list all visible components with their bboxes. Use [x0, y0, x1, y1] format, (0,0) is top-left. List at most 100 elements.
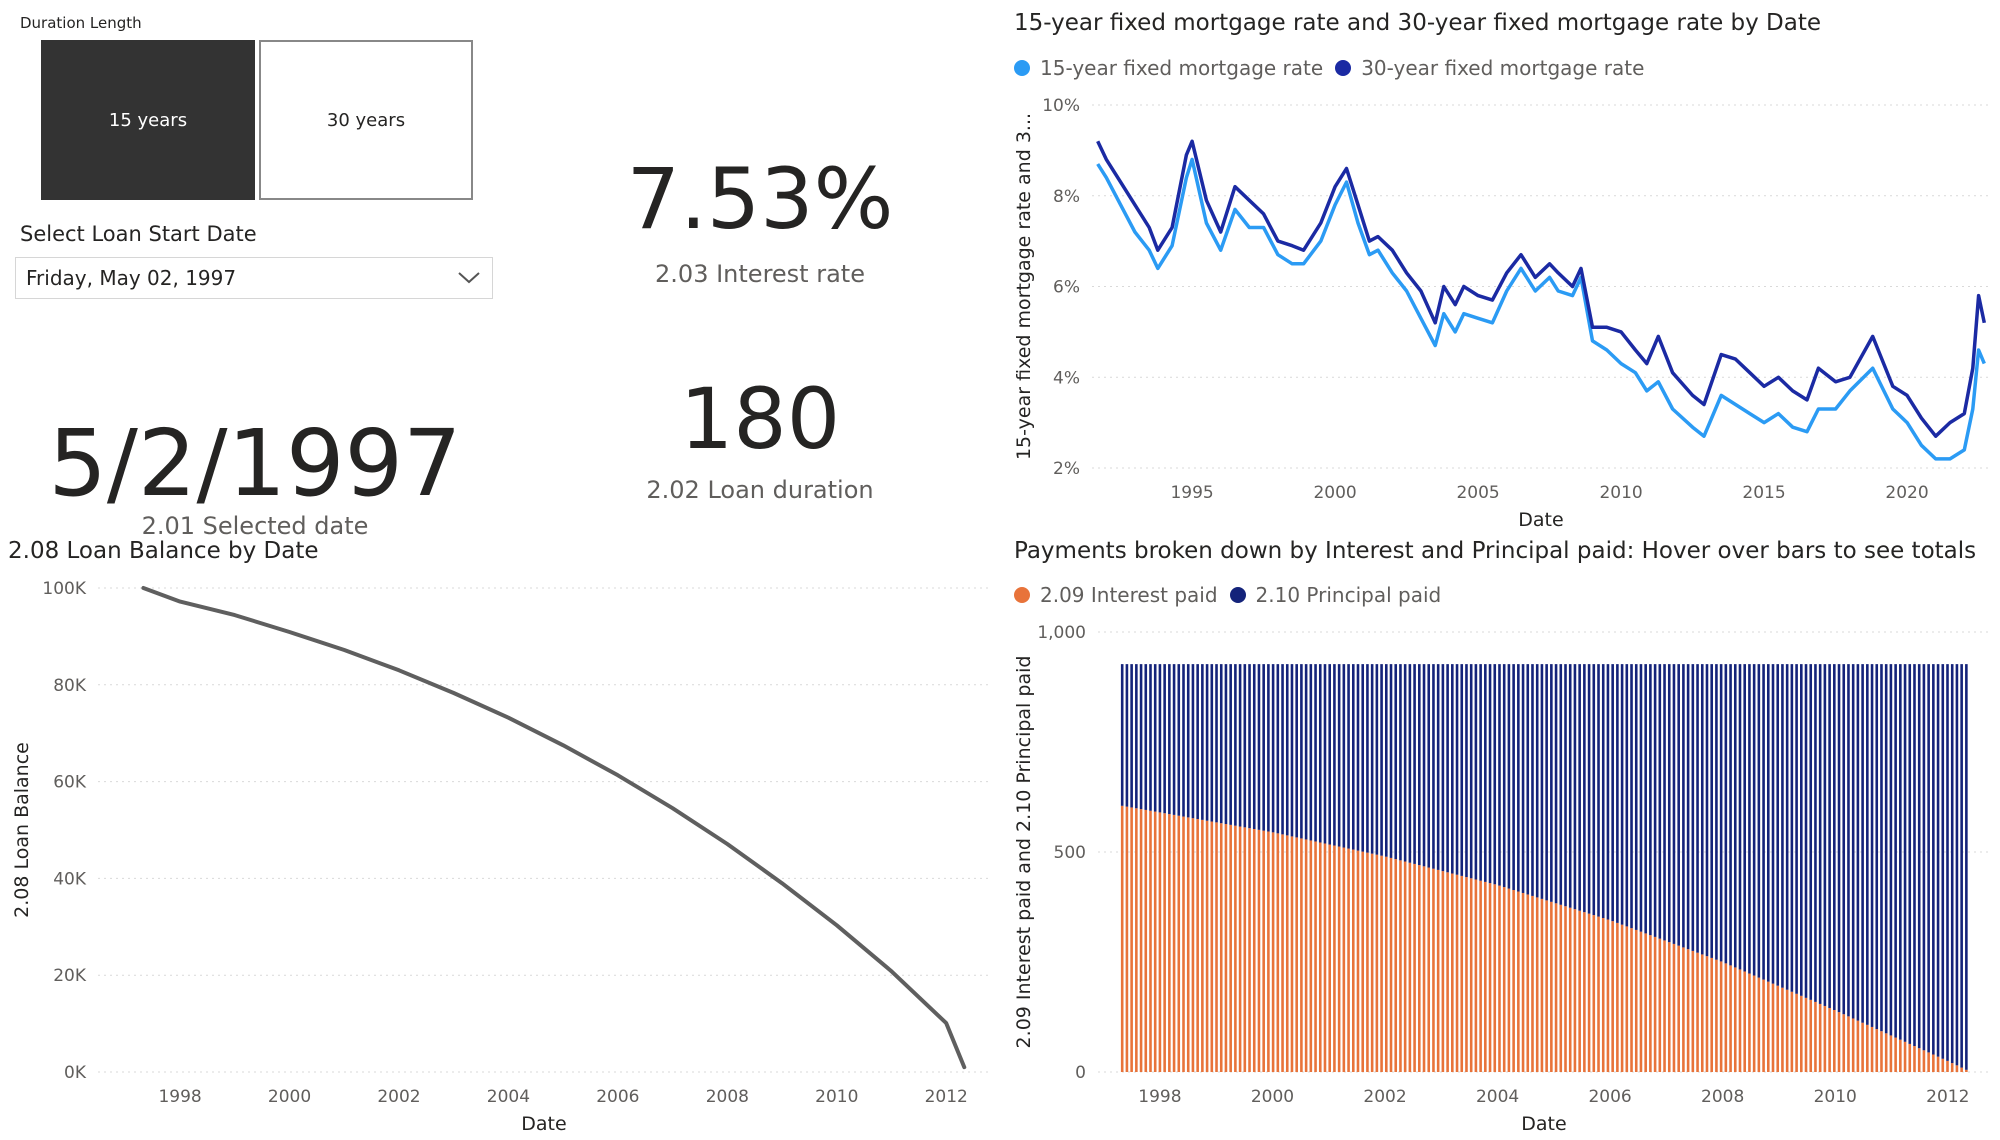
principal-bar — [1804, 664, 1808, 998]
interest-bar — [1262, 830, 1265, 1072]
interest-bar — [1611, 921, 1614, 1072]
principal-bar — [1686, 664, 1690, 950]
principal-bar — [1498, 664, 1501, 886]
principal-bar — [1252, 664, 1256, 829]
principal-bar — [1724, 664, 1728, 964]
interest-bar — [1380, 855, 1383, 1072]
interest-bar — [1366, 852, 1369, 1072]
principal-bar — [1903, 664, 1907, 1042]
interest-bar — [1663, 940, 1666, 1072]
principal-bar — [1866, 664, 1869, 1025]
balance-chart-title: 2.08 Loan Balance by Date — [8, 538, 319, 564]
principal-bar — [1682, 664, 1685, 948]
payments-xtick-label: 1998 — [1138, 1087, 1181, 1107]
balance-xtick-label: 2000 — [268, 1087, 311, 1107]
interest-bar — [1936, 1056, 1940, 1072]
principal-bar — [1965, 664, 1968, 1070]
duration-option-30-years[interactable]: 30 years — [259, 40, 473, 200]
principal-bar — [1875, 664, 1879, 1030]
interest-bar — [1290, 836, 1294, 1072]
payments-chart-title: Payments broken down by Interest and Pri… — [1014, 538, 1977, 564]
principal-bar — [1757, 664, 1761, 978]
principal-bar — [1715, 664, 1718, 960]
principal-bar — [1913, 664, 1916, 1047]
principal-bar — [1950, 664, 1954, 1064]
interest-bar — [1196, 819, 1199, 1072]
legend-label-30yr[interactable]: 30-year fixed mortgage rate — [1361, 56, 1645, 80]
interest-bar — [1625, 926, 1629, 1072]
interest-bar — [1229, 824, 1232, 1072]
interest-bar — [1234, 825, 1237, 1072]
principal-bar — [1281, 664, 1284, 835]
principal-bar — [1814, 664, 1817, 1002]
interest-bar — [1177, 815, 1181, 1072]
principal-bar — [1743, 664, 1746, 972]
interest-bar — [1823, 1005, 1827, 1072]
interest-bar — [1399, 860, 1402, 1072]
principal-bar — [1644, 664, 1647, 934]
principal-bar — [1328, 664, 1331, 845]
principal-bar — [1781, 664, 1784, 988]
legend-label-15yr[interactable]: 15-year fixed mortgage rate — [1040, 56, 1324, 80]
legend-label-principal[interactable]: 2.10 Principal paid — [1255, 583, 1442, 607]
interest-bar — [1927, 1052, 1930, 1072]
interest-bar — [1554, 903, 1558, 1072]
principal-bar — [1663, 664, 1666, 941]
interest-bar — [1941, 1058, 1945, 1072]
balance-xtick-label: 2002 — [377, 1087, 420, 1107]
principal-bar — [1856, 664, 1860, 1021]
legend-label-interest[interactable]: 2.09 Interest paid — [1040, 583, 1218, 607]
principal-bar — [1729, 664, 1732, 966]
interest-bar — [1120, 805, 1124, 1072]
interest-bar — [1851, 1018, 1855, 1072]
interest-bar — [1814, 1001, 1817, 1072]
principal-bar — [1144, 664, 1148, 810]
interest-bar — [1639, 931, 1643, 1072]
interest-bar — [1375, 854, 1379, 1072]
interest-bar — [1385, 856, 1388, 1072]
interest-bar — [1564, 906, 1567, 1072]
principal-bar — [1540, 664, 1544, 899]
principal-bar — [1271, 664, 1275, 833]
principal-bar — [1432, 664, 1435, 869]
balance-series-line — [141, 586, 967, 1070]
principal-bar — [1309, 664, 1313, 841]
principal-bar — [1422, 664, 1426, 867]
interest-bar — [1696, 952, 1699, 1072]
interest-bar — [1182, 816, 1185, 1072]
interest-bar — [1285, 835, 1289, 1072]
interest-bar — [1837, 1012, 1841, 1072]
payments-legend: 2.09 Interest paid 2.10 Principal paid — [1014, 583, 1441, 607]
interest-bar — [1130, 807, 1133, 1072]
interest-bar — [1653, 936, 1657, 1072]
principal-bar — [1710, 664, 1713, 958]
balance-xtick-label: 2012 — [925, 1087, 968, 1107]
principal-bar — [1955, 664, 1959, 1066]
interest-bar — [1337, 846, 1341, 1072]
principal-bar — [1583, 664, 1586, 913]
interest-bar — [1884, 1033, 1888, 1072]
interest-bar — [1960, 1067, 1963, 1072]
interest-bar — [1828, 1007, 1831, 1072]
interest-bar — [1691, 950, 1695, 1072]
interest-bar — [1191, 818, 1195, 1072]
interest-bar — [1913, 1046, 1916, 1072]
loan-start-date-dropdown[interactable]: Friday, May 02, 1997 — [15, 257, 493, 299]
interest-bar — [1587, 913, 1591, 1072]
principal-bar — [1809, 664, 1813, 1000]
principal-bar — [1375, 664, 1379, 855]
principal-bar — [1653, 664, 1657, 937]
interest-bar — [1252, 829, 1256, 1072]
balance-xtick-label: 2004 — [487, 1087, 530, 1107]
principal-bar — [1601, 664, 1605, 919]
duration-option-15-years[interactable]: 15 years — [41, 40, 255, 200]
principal-bar — [1597, 664, 1600, 917]
principal-bar — [1285, 664, 1289, 836]
principal-bar — [1833, 664, 1836, 1010]
principal-bar — [1554, 664, 1558, 904]
interest-bar — [1880, 1031, 1883, 1072]
principal-bar — [1630, 664, 1633, 929]
principal-bar — [1267, 664, 1270, 832]
principal-bar — [1823, 664, 1827, 1006]
interest-bar — [1465, 877, 1468, 1072]
